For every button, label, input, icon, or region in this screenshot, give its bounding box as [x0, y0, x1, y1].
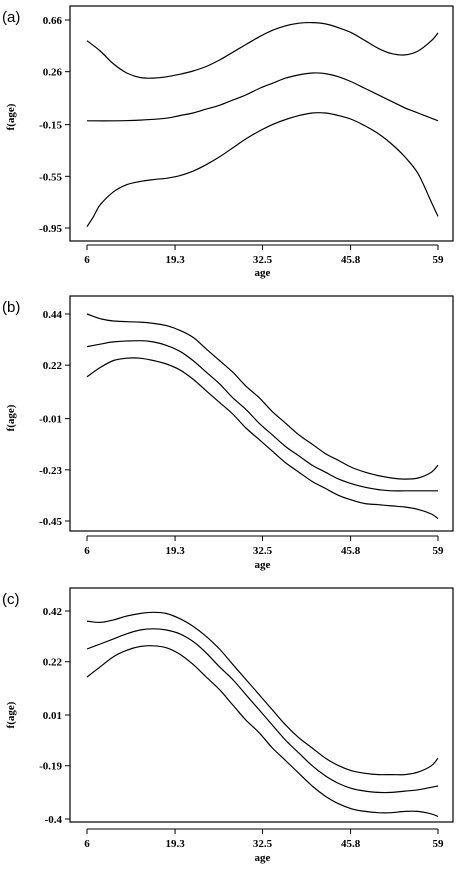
y-tick-label: -0.55 — [39, 171, 62, 183]
panel-label: (c) — [2, 591, 20, 608]
panel-3: (c) 0.42 0.22 0.01 -0.19 -0.4 6 19.3 32.5 45.8 59 a… — [2, 587, 454, 864]
panel-label: (a) — [2, 9, 20, 26]
y-tick-label: 0.01 — [43, 710, 62, 722]
y-tick-label: -0.95 — [39, 223, 62, 235]
y-axis-title: f(age) — [5, 701, 17, 728]
x-axis-title: age — [255, 852, 271, 864]
x-tick-label: 6 — [84, 545, 90, 557]
x-tick-label: 59 — [433, 545, 445, 557]
panel-1: (a) 0.66 0.26 -0.15 -0.55 -0.95 6 19.3 32.5 45.8 5… — [2, 5, 454, 279]
x-tick-label: 19.3 — [165, 838, 185, 850]
x-tick-label: 19.3 — [165, 254, 185, 266]
y-axis-title: f(age) — [5, 404, 17, 431]
y-tick-label: 0.44 — [43, 309, 63, 321]
x-tick-label: 6 — [84, 254, 90, 266]
y-tick-label: 0.66 — [43, 15, 63, 27]
panel-2: (b) 0.44 0.22 -0.01 -0.23 -0.45 6 19.3 32.5 45.8 5… — [2, 295, 454, 571]
panel-label: (b) — [2, 299, 20, 316]
y-tick-label: -0.15 — [39, 120, 62, 132]
x-tick-label: 59 — [433, 254, 445, 266]
x-tick-label: 6 — [84, 838, 90, 850]
y-tick-label: -0.23 — [39, 465, 62, 477]
plot-frame — [69, 5, 454, 242]
plot-frame — [69, 295, 454, 532]
plot-frame — [69, 587, 454, 823]
y-tick-label: 0.22 — [43, 360, 63, 372]
x-tick-label: 19.3 — [165, 545, 185, 557]
y-tick-label: -0.01 — [39, 414, 62, 426]
curve-lower — [86, 112, 439, 228]
curve-estimate — [86, 628, 439, 794]
x-tick-label: 32.5 — [253, 838, 273, 850]
curve-estimate — [86, 72, 439, 122]
curve-upper — [86, 313, 439, 480]
y-tick-label: -0.19 — [39, 761, 62, 773]
curve-upper — [86, 611, 439, 776]
curve-lower — [86, 645, 439, 818]
x-tick-label: 32.5 — [253, 545, 273, 557]
curve-lower — [86, 357, 439, 520]
x-tick-label: 45.8 — [341, 838, 361, 850]
y-tick-label: 0.26 — [43, 67, 63, 79]
x-axis-title: age — [255, 267, 271, 279]
curve-upper — [86, 21, 439, 79]
y-axis-title: f(age) — [5, 103, 17, 130]
y-tick-label: -0.4 — [45, 814, 63, 826]
x-tick-label: 59 — [433, 838, 445, 850]
curve-estimate — [86, 340, 438, 492]
x-tick-label: 45.8 — [341, 254, 361, 266]
x-tick-label: 45.8 — [341, 545, 361, 557]
x-axis-title: age — [255, 559, 271, 571]
y-tick-label: 0.22 — [43, 657, 63, 669]
x-tick-label: 32.5 — [253, 254, 273, 266]
y-tick-label: 0.42 — [43, 606, 63, 618]
y-tick-label: -0.45 — [39, 516, 62, 528]
